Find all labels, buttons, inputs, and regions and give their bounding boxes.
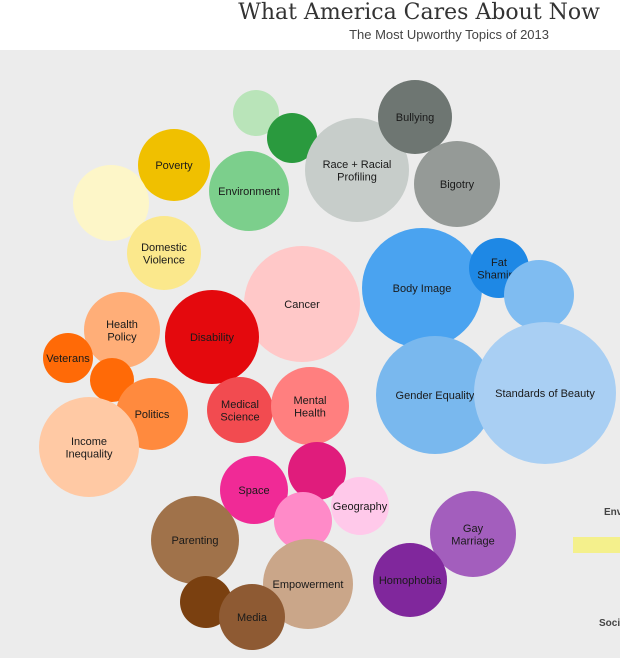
bubble-label-poverty: Poverty: [155, 160, 193, 172]
bubble-unlabeled-24[interactable]: [288, 442, 346, 500]
bubble-mental-health[interactable]: [271, 367, 349, 445]
bubble-geography[interactable]: [331, 477, 389, 535]
bubble-media[interactable]: [219, 584, 285, 650]
bubble-unlabeled-7[interactable]: [73, 165, 149, 241]
bubble-label-bullying: Bullying: [396, 112, 435, 124]
legend-label-environment: Env: [604, 507, 620, 518]
bubble-standards-of-beauty[interactable]: [474, 322, 616, 464]
bubble-unlabeled-12[interactable]: [504, 260, 574, 330]
bubble-label-environment: Environment: [218, 186, 280, 198]
bubble-label-politics: Politics: [135, 409, 170, 421]
bubble-veterans[interactable]: [43, 333, 93, 383]
bubble-gender-equality[interactable]: [376, 336, 494, 454]
bubble-body-image[interactable]: [362, 228, 482, 348]
bubble-race-racial-profiling[interactable]: [305, 118, 409, 222]
page-subtitle: The Most Upworthy Topics of 2013: [349, 27, 549, 42]
bubble-label-disability: Disability: [190, 332, 235, 344]
bubble-label-homophobia: Homophobia: [379, 575, 442, 587]
bubble-label-income-inequality: Income Inequality: [65, 436, 113, 461]
bubble-label-cancer: Cancer: [284, 299, 320, 311]
bubble-chart: Poverty Environment Race + Racial Profiling…: [39, 80, 616, 650]
page-title: What America Cares About Now: [238, 0, 600, 25]
bubble-label-domestic-violence: Domestic Violence: [141, 242, 187, 267]
bubble-medical-science[interactable]: [207, 377, 273, 443]
bubble-empowerment[interactable]: [263, 539, 353, 629]
legend-label-social: Soci: [599, 618, 620, 629]
bubble-label-empowerment: Empowerment: [273, 579, 344, 591]
bubble-domestic-violence[interactable]: [127, 216, 201, 290]
bubble-unlabeled-1[interactable]: [267, 113, 317, 163]
bubble-label-parenting: Parenting: [171, 535, 218, 547]
bubble-label-health-policy: Health Policy: [106, 319, 138, 344]
bubble-label-standards-of-beauty: Standards of Beauty: [495, 388, 595, 400]
bubble-bigotry[interactable]: [414, 141, 500, 227]
bubble-homophobia[interactable]: [373, 543, 447, 617]
header: What America Cares About Now The Most Up…: [0, 0, 620, 50]
bubble-space[interactable]: [220, 456, 288, 524]
bubble-bullying[interactable]: [378, 80, 452, 154]
bubble-parenting[interactable]: [151, 496, 239, 584]
bubble-label-mental-health: Mental Health: [293, 395, 326, 420]
bubble-environment[interactable]: [209, 151, 289, 231]
bubble-label-bigotry: Bigotry: [440, 179, 475, 191]
bubble-cancer[interactable]: [244, 246, 360, 362]
bubble-unlabeled-31[interactable]: [180, 576, 232, 628]
bubble-label-race-racial-profiling: Race + Racial Profiling: [323, 159, 392, 184]
bubble-label-gay-marriage: Gay Marriage: [451, 523, 494, 548]
bubble-unlabeled-0[interactable]: [233, 90, 279, 136]
bubble-chart-area: Poverty Environment Race + Racial Profiling…: [0, 50, 620, 658]
bubble-disability[interactable]: [165, 290, 259, 384]
bubble-label-geography: Geography: [333, 501, 388, 513]
bubble-health-policy[interactable]: [84, 292, 160, 368]
bubble-gay-marriage[interactable]: [430, 491, 516, 577]
bubble-poverty[interactable]: [138, 129, 210, 201]
bubble-label-veterans: Veterans: [46, 353, 90, 365]
bubble-unlabeled-26[interactable]: [274, 492, 332, 550]
bubble-label-body-image: Body Image: [393, 283, 452, 295]
bubble-label-media: Media: [237, 612, 268, 624]
legend-swatch-environment: [573, 537, 620, 553]
bubble-income-inequality[interactable]: [39, 397, 139, 497]
bubble-label-medical-science: Medical Science: [220, 399, 259, 424]
bubble-label-space: Space: [238, 485, 269, 497]
bubble-unlabeled-16[interactable]: [90, 358, 134, 402]
bubble-label-gender-equality: Gender Equality: [396, 390, 475, 402]
